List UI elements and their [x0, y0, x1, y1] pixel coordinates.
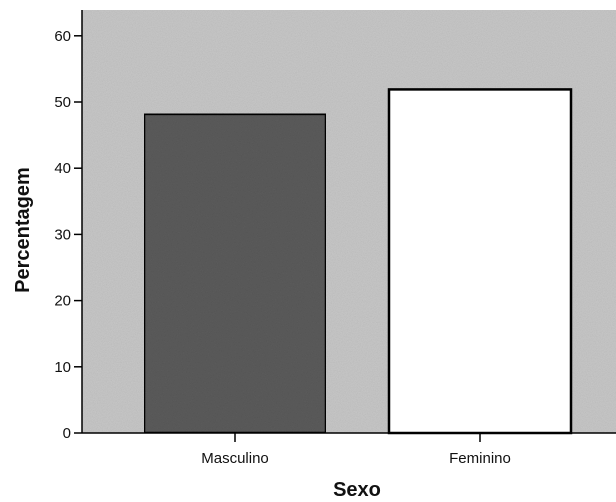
y-tick-label: 40: [54, 160, 71, 177]
x-axis-title: Sexo: [333, 479, 381, 501]
y-tick-label: 0: [63, 425, 71, 442]
x-tick-label: Masculino: [201, 450, 269, 467]
y-axis-title: Percentagem: [12, 167, 34, 293]
x-tick-label: Feminino: [449, 450, 511, 467]
y-tick-label: 20: [54, 293, 71, 310]
bar-masculino: [142, 112, 328, 435]
bar-feminino: [387, 88, 573, 435]
y-tick-label: 60: [54, 28, 71, 45]
y-tick-label: 30: [54, 226, 71, 243]
y-tick-label: 50: [54, 94, 71, 111]
y-tick-label: 10: [54, 359, 71, 376]
